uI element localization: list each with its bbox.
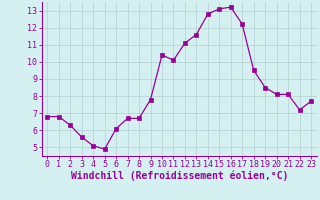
X-axis label: Windchill (Refroidissement éolien,°C): Windchill (Refroidissement éolien,°C) <box>70 171 288 181</box>
